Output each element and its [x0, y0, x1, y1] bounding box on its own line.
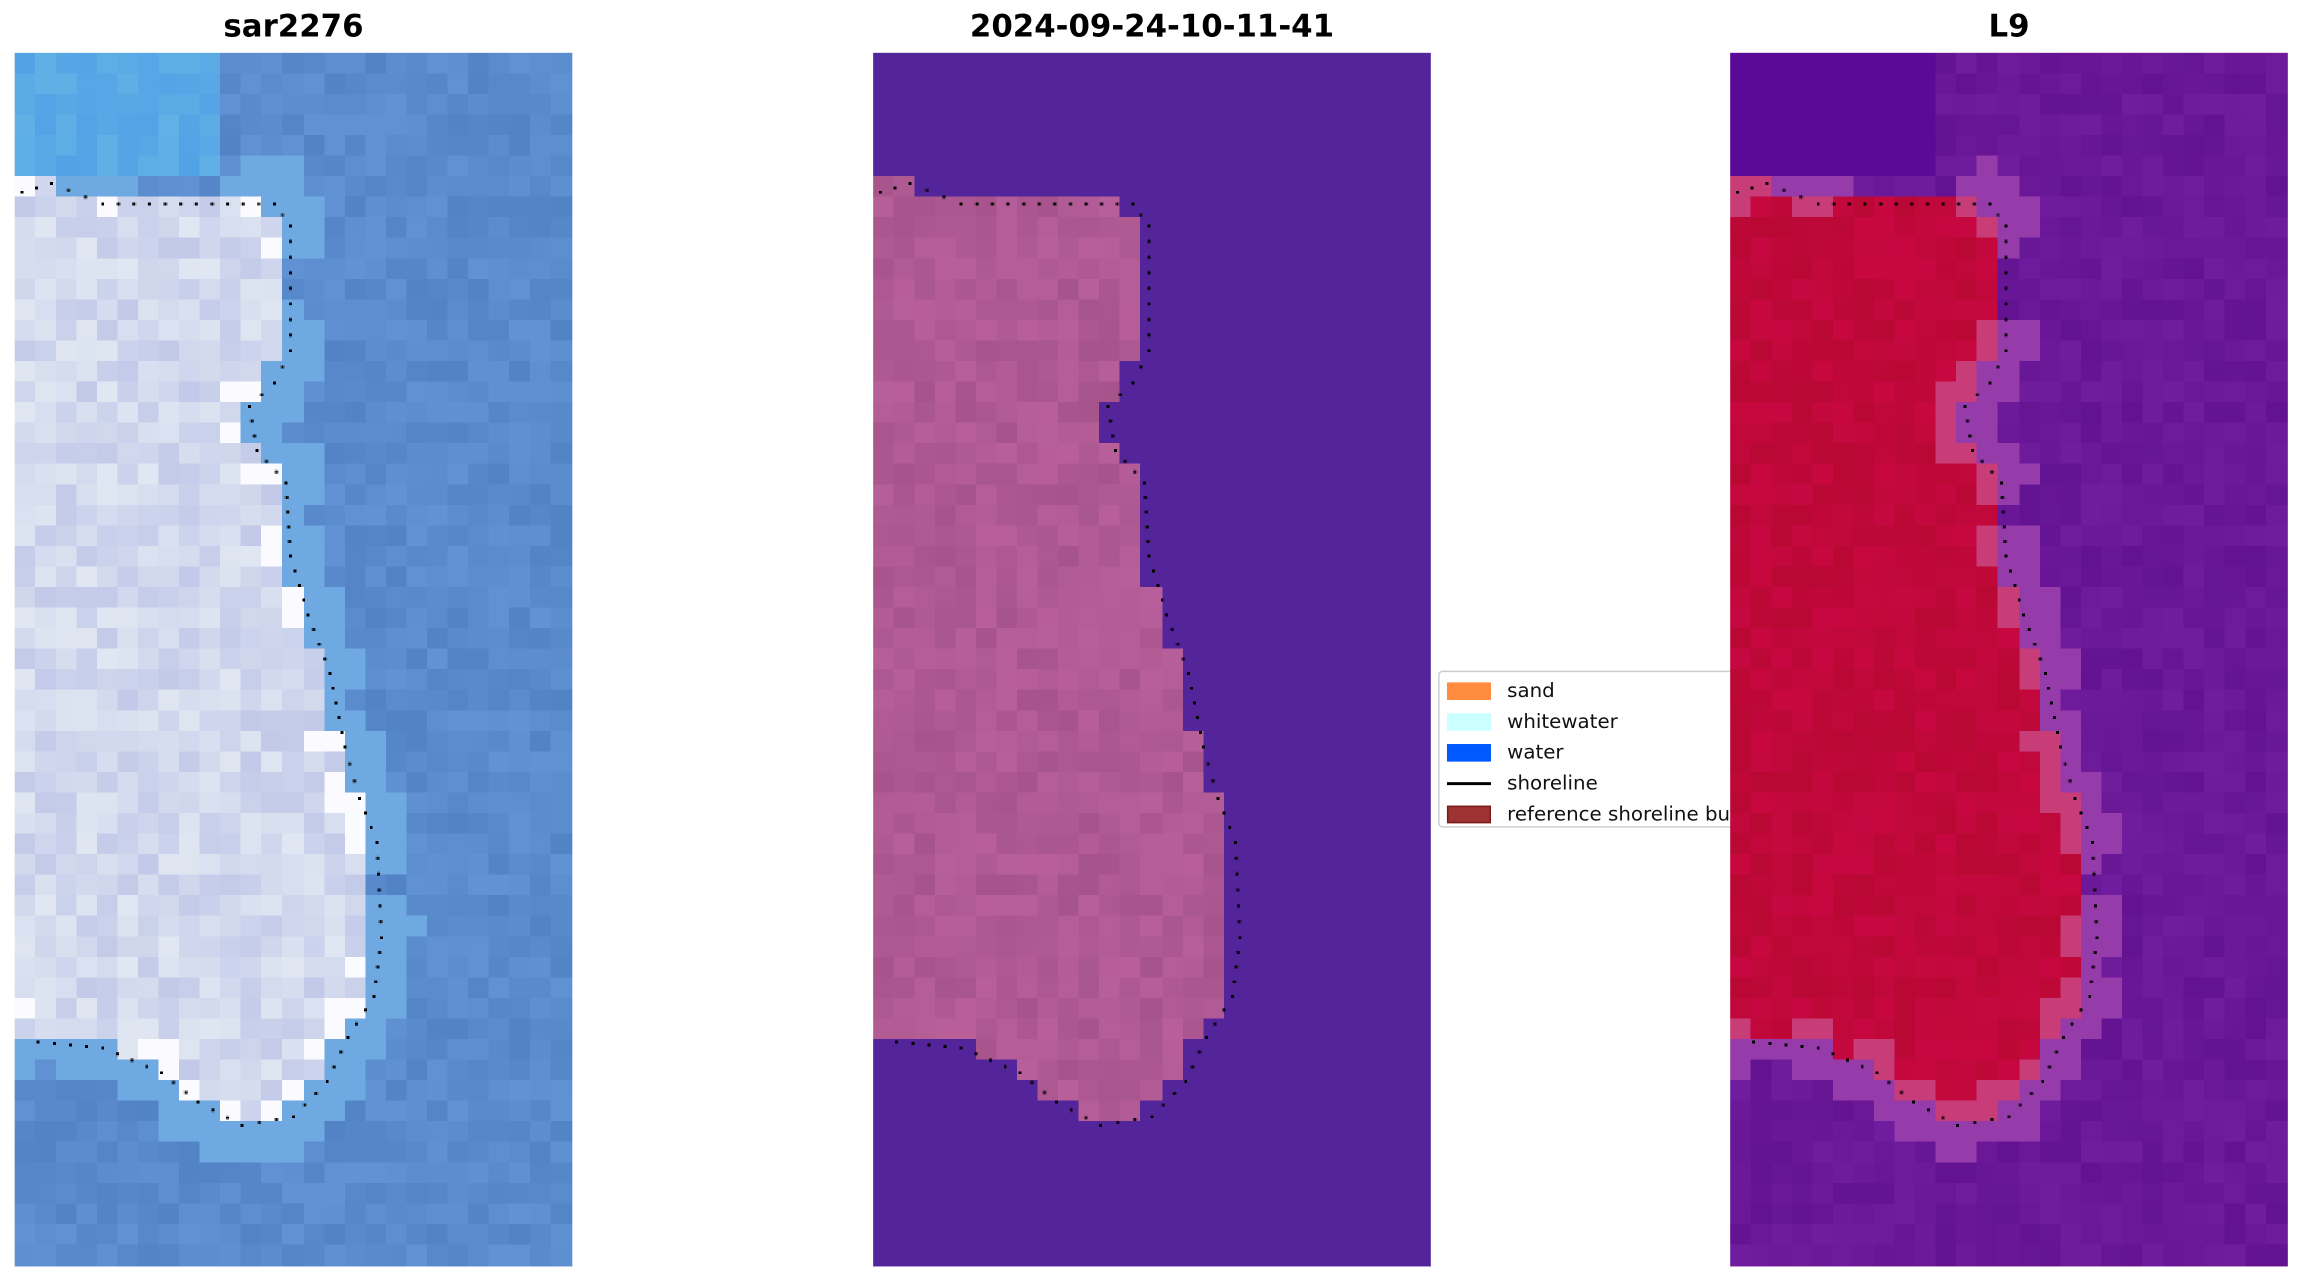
panel-title-classified: 2024-09-24-10-11-41 [969, 8, 1335, 45]
legend-item-reference-buffer: reference shoreline bu [1446, 799, 1789, 830]
legend-label: water [1507, 741, 1564, 765]
legend-label: reference shoreline bu [1507, 802, 1731, 826]
panel-title-rgb: sar2276 [223, 8, 364, 45]
rgb-image-panel [14, 52, 573, 1267]
reference-buffer-swatch [1446, 805, 1491, 823]
shoreline-line [1446, 781, 1491, 785]
legend-label: whitewater [1507, 710, 1618, 735]
legend-item-whitewater: whitewater [1446, 707, 1789, 738]
sand-swatch [1446, 682, 1491, 701]
panel-title-index: L9 [1988, 8, 2030, 45]
classified-image-panel [873, 52, 1431, 1267]
legend-label: sand [1507, 680, 1555, 704]
whitewater-swatch [1446, 713, 1491, 732]
legend-item-water: water [1446, 738, 1789, 769]
water-swatch [1446, 743, 1491, 762]
legend-item-shoreline: shoreline [1446, 768, 1789, 799]
legend-item-sand: sand [1446, 677, 1789, 708]
legend-label: shoreline [1507, 771, 1598, 796]
index-image-panel [1730, 52, 2288, 1267]
